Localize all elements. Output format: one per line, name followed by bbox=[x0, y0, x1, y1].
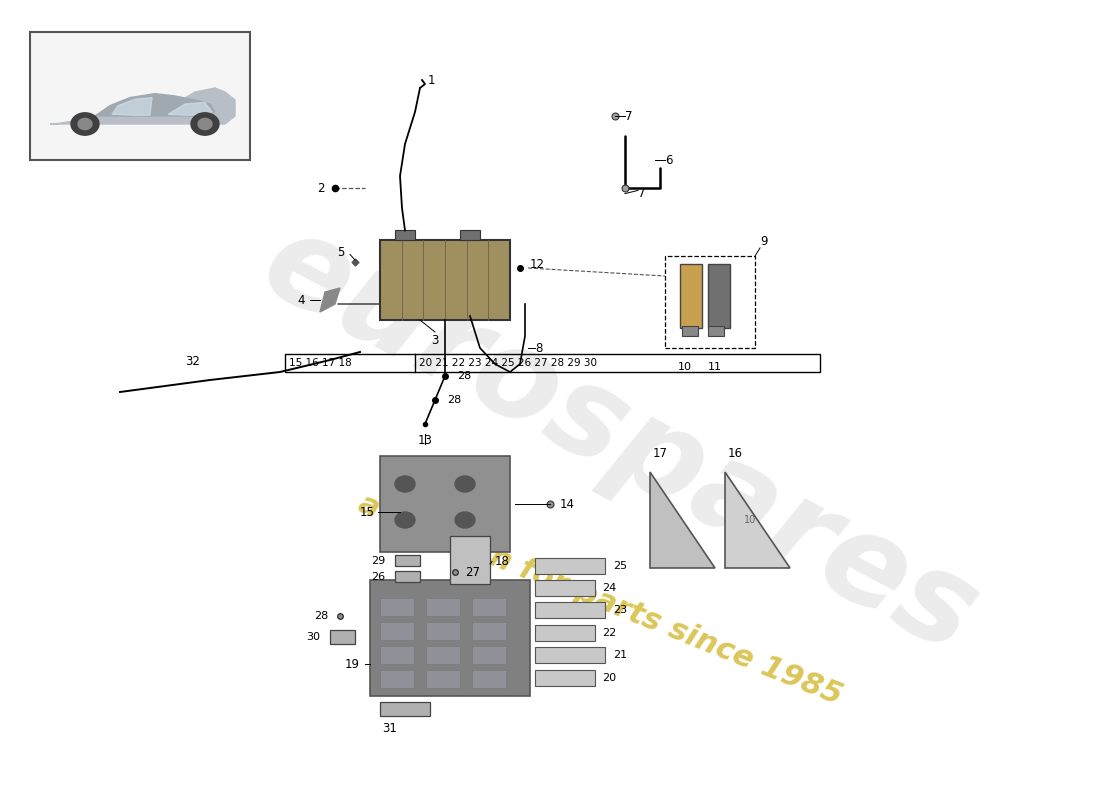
Circle shape bbox=[395, 512, 415, 528]
Bar bbox=[379, 622, 414, 640]
Text: 26: 26 bbox=[371, 572, 385, 582]
Bar bbox=[708, 326, 724, 336]
Polygon shape bbox=[168, 102, 212, 115]
Circle shape bbox=[78, 118, 92, 130]
Text: 7: 7 bbox=[638, 187, 646, 200]
Text: 27: 27 bbox=[465, 566, 480, 578]
Text: 12: 12 bbox=[530, 258, 544, 270]
Text: 10: 10 bbox=[744, 515, 756, 525]
Polygon shape bbox=[320, 288, 340, 312]
Bar bbox=[379, 240, 510, 320]
Text: 17: 17 bbox=[652, 447, 668, 460]
Circle shape bbox=[191, 113, 219, 135]
Text: 13: 13 bbox=[418, 434, 432, 447]
Text: 29: 29 bbox=[371, 556, 385, 566]
Bar bbox=[535, 602, 605, 618]
Text: 4: 4 bbox=[297, 294, 305, 306]
Text: 20: 20 bbox=[603, 673, 617, 682]
Bar bbox=[535, 670, 594, 686]
Bar bbox=[535, 625, 594, 641]
Text: 1: 1 bbox=[428, 74, 436, 86]
Polygon shape bbox=[50, 88, 235, 124]
Bar bbox=[330, 630, 355, 644]
Bar bbox=[426, 646, 460, 664]
Text: 9: 9 bbox=[760, 235, 768, 248]
Text: 28: 28 bbox=[314, 611, 328, 621]
Text: 23: 23 bbox=[613, 606, 627, 615]
Circle shape bbox=[455, 476, 475, 492]
Polygon shape bbox=[95, 94, 214, 116]
Bar bbox=[450, 536, 490, 584]
Text: 21: 21 bbox=[613, 650, 627, 660]
Text: 25: 25 bbox=[613, 561, 627, 570]
Bar bbox=[285, 354, 820, 372]
Text: 31: 31 bbox=[383, 722, 397, 734]
Text: eurospares: eurospares bbox=[243, 201, 998, 679]
Text: 28: 28 bbox=[456, 371, 471, 381]
Bar bbox=[472, 670, 506, 688]
Text: 16: 16 bbox=[727, 447, 742, 460]
Bar bbox=[666, 256, 755, 348]
Text: 15 16 17 18: 15 16 17 18 bbox=[289, 358, 352, 368]
Bar bbox=[426, 598, 460, 616]
Text: 20 21 22 23 24 25 26 27 28 29 30: 20 21 22 23 24 25 26 27 28 29 30 bbox=[419, 358, 597, 368]
Circle shape bbox=[72, 113, 99, 135]
Bar bbox=[379, 598, 414, 616]
Text: 30: 30 bbox=[306, 632, 320, 642]
Bar bbox=[379, 456, 510, 552]
Bar bbox=[370, 580, 530, 696]
Text: 18: 18 bbox=[495, 555, 510, 568]
Bar bbox=[30, 32, 250, 160]
Bar bbox=[426, 622, 460, 640]
Bar bbox=[379, 702, 430, 716]
Circle shape bbox=[455, 512, 475, 528]
Bar bbox=[472, 598, 506, 616]
Bar bbox=[708, 264, 730, 328]
Circle shape bbox=[395, 476, 415, 492]
Bar bbox=[395, 571, 420, 582]
Bar bbox=[395, 230, 415, 240]
Polygon shape bbox=[650, 472, 715, 568]
Text: 3: 3 bbox=[431, 334, 439, 347]
Bar bbox=[680, 264, 702, 328]
Text: 10: 10 bbox=[678, 362, 692, 373]
Text: 32: 32 bbox=[185, 355, 200, 368]
Bar bbox=[460, 230, 480, 240]
Bar bbox=[472, 646, 506, 664]
Text: 15: 15 bbox=[360, 506, 375, 518]
Text: 14: 14 bbox=[560, 498, 575, 510]
Text: 11: 11 bbox=[708, 362, 722, 373]
Bar bbox=[682, 326, 698, 336]
Text: a passion for parts since 1985: a passion for parts since 1985 bbox=[354, 490, 846, 710]
Bar bbox=[379, 646, 414, 664]
Text: 8: 8 bbox=[535, 342, 542, 354]
Text: 5: 5 bbox=[338, 246, 345, 258]
Bar bbox=[395, 555, 420, 566]
Bar bbox=[472, 622, 506, 640]
Text: 7: 7 bbox=[625, 110, 632, 122]
Text: 22: 22 bbox=[603, 628, 617, 638]
Circle shape bbox=[198, 118, 212, 130]
Text: 19: 19 bbox=[345, 658, 360, 670]
Bar bbox=[535, 558, 605, 574]
Text: 2: 2 bbox=[318, 182, 324, 194]
Text: 24: 24 bbox=[603, 583, 617, 593]
Bar bbox=[535, 647, 605, 663]
Bar bbox=[535, 580, 594, 596]
Text: 28: 28 bbox=[447, 395, 461, 405]
Text: 6: 6 bbox=[666, 154, 672, 166]
Polygon shape bbox=[725, 472, 790, 568]
Bar bbox=[426, 670, 460, 688]
Polygon shape bbox=[112, 98, 152, 115]
Bar bbox=[379, 670, 414, 688]
